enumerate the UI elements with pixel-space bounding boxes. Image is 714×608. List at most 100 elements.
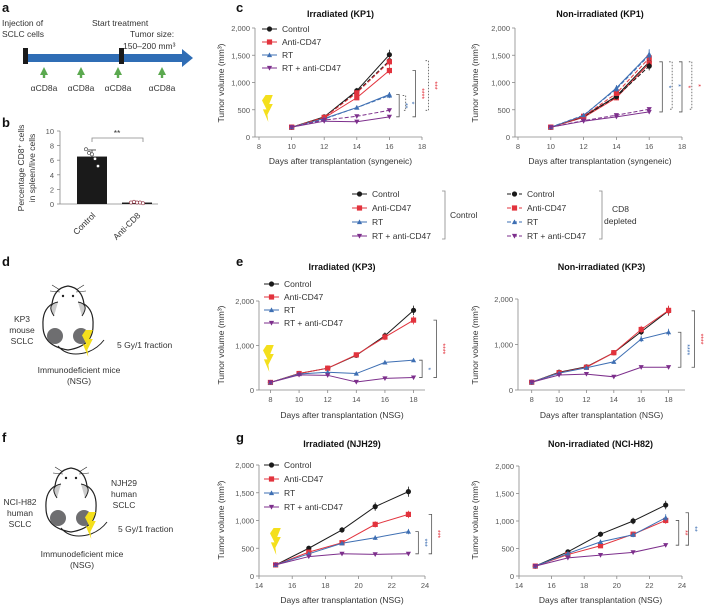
marker-rt (405, 529, 411, 534)
significance-stars: **** (438, 343, 445, 354)
marker-rt-anti-cd47 (597, 553, 604, 558)
x-tick-label: 22 (645, 581, 653, 590)
y-tick-label: 1,500 (235, 489, 254, 498)
y-tick-label: 1,000 (231, 79, 250, 88)
x-tick-label: 18 (321, 581, 329, 590)
data-point (90, 152, 94, 157)
x-tick-label: 12 (320, 142, 328, 151)
marker-anti-cd47 (353, 352, 359, 358)
legend-bracket (442, 190, 446, 240)
injection-label-1: Injection of (2, 18, 44, 28)
y-tick-label: 1,500 (231, 51, 250, 60)
marker-rt-anti-cd47 (630, 550, 636, 555)
bar-control (77, 156, 107, 204)
x-axis-label: Days after transplantation (NSG) (280, 595, 403, 605)
significance-stars: * (684, 85, 691, 88)
marker-rt-anti-cd47 (386, 108, 392, 113)
x-tick-label: 16 (385, 142, 393, 151)
x-tick-label: 14 (255, 581, 263, 590)
start-treatment-label: Start treatment (92, 18, 149, 28)
series-line (275, 513, 409, 566)
marker-rt-anti-cd47 (289, 125, 295, 130)
marker-control (597, 531, 604, 537)
marker-rt (638, 336, 644, 342)
significance-bracket (428, 513, 433, 555)
series-rt-anti-cd47 (273, 551, 411, 568)
timeline-panel: Injection of SCLC cells Start treatment … (2, 18, 193, 93)
legend-group-control: Control (450, 210, 478, 220)
series-line (550, 57, 650, 128)
mouse-eye-icon (74, 476, 78, 480)
mouse-diagram-kp3: KP3 mouse SCLC 5 Gy/1 fraction Immunodef… (9, 284, 173, 386)
marker-rt-anti-cd47 (556, 372, 562, 378)
marker-control (372, 504, 378, 510)
marker-rt-anti-cd47 (339, 551, 345, 557)
series-line (550, 108, 650, 128)
x-tick-label: 14 (612, 142, 620, 151)
panel-label-d: d (2, 254, 10, 269)
series-line (291, 116, 390, 128)
y-tick-label: 500 (497, 106, 510, 115)
mouse-eye-icon (64, 476, 68, 480)
series-rt (267, 357, 417, 385)
marker-control (268, 281, 275, 287)
significance-bracket (396, 94, 400, 118)
y-tick-label: 0 (506, 133, 510, 142)
line-chart-c-right: Non-irradiated (KP1) 0 500 1,000 1,500 2,000 8… (470, 9, 701, 166)
mouse-diagram-human: NCI-H82 human SCLC NJH29 human SCLC 5 Gy… (3, 466, 174, 570)
significance-bracket (433, 319, 437, 378)
injection-marker (23, 48, 28, 64)
significance-stars: *** (434, 530, 441, 538)
timeline-arrow-shaft (25, 54, 183, 62)
marker-control (410, 307, 417, 313)
legend-label: Anti-CD47 (372, 203, 411, 213)
tumor-label: KP3 (14, 314, 30, 324)
marker-rt (597, 539, 604, 544)
dose-arrow-stem (42, 74, 46, 78)
y-tick-label: 0 (50, 200, 54, 209)
significance-stars: ** (401, 103, 408, 109)
marker-anti-cd47 (511, 205, 518, 211)
marker-rt (268, 490, 275, 496)
series-rt-anti-cd47 (548, 109, 652, 130)
series-rt (548, 49, 652, 130)
legend-label: Anti-CD47 (527, 203, 566, 213)
radiation-lightning-icon (85, 512, 96, 539)
dose-label: 5 Gy/1 fraction (118, 524, 174, 534)
data-point (138, 200, 142, 205)
marker-rt (372, 535, 378, 540)
panel-label-c: c (236, 0, 243, 15)
y-tick-label: 2,000 (494, 295, 513, 304)
marker-anti-cd47 (354, 95, 360, 101)
marker-rt (583, 365, 590, 370)
marker-control (663, 502, 669, 508)
panel-label-a: a (2, 0, 10, 15)
mouse-tail-icon (57, 339, 105, 355)
significance-bracket (419, 359, 423, 378)
marker-rt (646, 52, 652, 58)
x-tick-label: 14 (353, 142, 361, 151)
marker-rt-anti-cd47 (663, 543, 669, 548)
marker-rt (356, 219, 363, 225)
series-line (270, 374, 414, 383)
marker-rt-anti-cd47 (268, 320, 275, 326)
marker-rt-anti-cd47 (353, 379, 359, 385)
chart-title: Non-irradiated (KP3) (558, 262, 646, 272)
x-tick-label: 24 (421, 581, 429, 590)
legend-label: RT + anti-CD47 (372, 231, 431, 241)
marker-rt (665, 329, 672, 335)
treatment-marker (119, 48, 124, 64)
marker-rt (565, 550, 571, 556)
mouse-ear-icon (53, 483, 89, 499)
marker-rt (354, 104, 360, 110)
panel-label-b: b (2, 115, 10, 130)
mouse-ear-icon (50, 301, 86, 317)
panel-label-g: g (236, 430, 244, 445)
marker-anti-cd47 (410, 317, 417, 323)
significance-stars: ** (681, 530, 688, 536)
x-tick-label: 10 (555, 395, 563, 404)
legend-label: Anti-CD47 (282, 37, 321, 47)
radiation-lightning-icon (263, 345, 274, 372)
significance-bracket (425, 60, 429, 111)
series-rt-cd8-depleted (548, 50, 652, 130)
